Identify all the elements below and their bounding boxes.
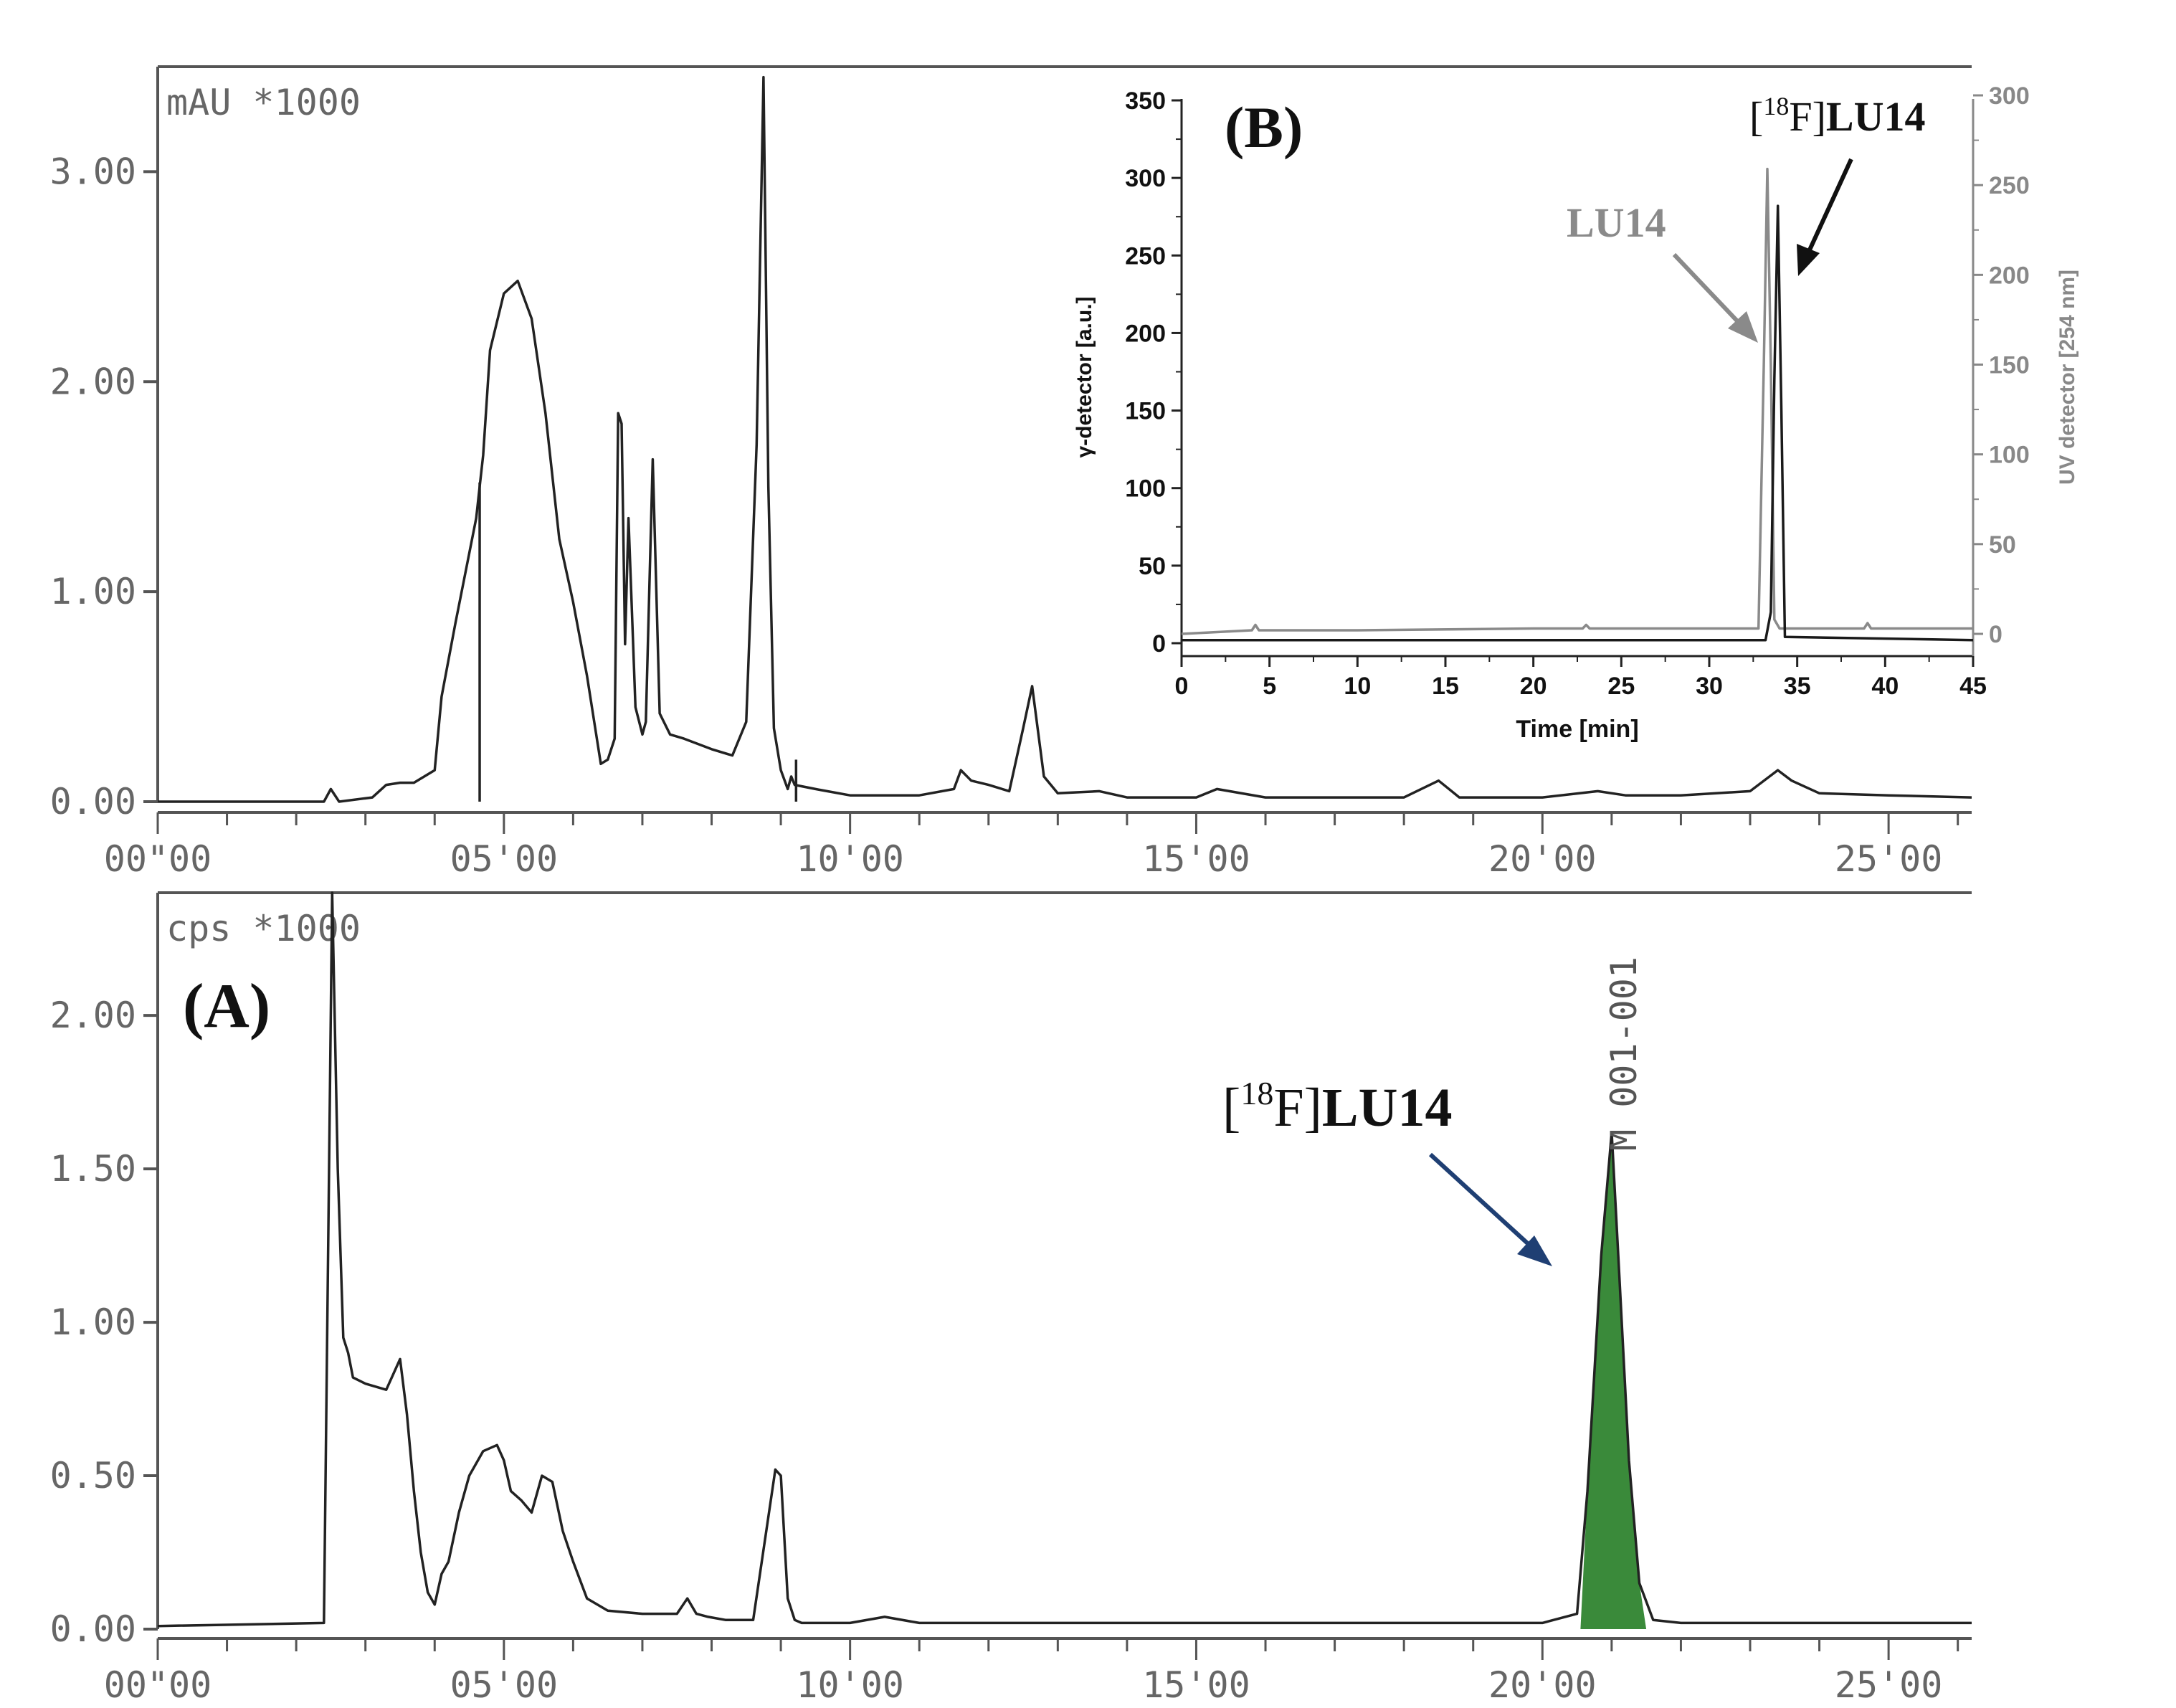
inset-right-tick-label: 100 [1989, 442, 2030, 469]
lu14-uv-annotation: LU14 [1567, 199, 1666, 246]
inset-uv-trace [1181, 167, 1973, 635]
inset-right-tick-label: 50 [1989, 531, 2016, 559]
top-unit-label: mAU *1000 [166, 82, 361, 123]
lu14-b-element: F] [1789, 93, 1826, 140]
inset-right-axis-title: UV detector [254 nm] [2056, 270, 2079, 485]
bottom-x-ticks: 00"00 05'00 10'00 15'00 20'00 25'00 [104, 1638, 1959, 1706]
bottom-unit-label: cps *1000 [166, 908, 361, 949]
inset-background [1048, 79, 2023, 767]
inset-left-tick-label: 50 [1139, 553, 1166, 580]
inset-left-tick-label: 150 [1125, 398, 1166, 425]
inset-right-ticks: 0 50 100 150 200 250 300 [1973, 82, 2030, 648]
lu14-b-bracket: [ [1749, 93, 1763, 140]
top-y-tick-label: 3.00 [50, 151, 136, 192]
bottom-x-tick-label: 00"00 [104, 1664, 212, 1706]
lu14-annotation-a: [18F]LU14 [1222, 1075, 1452, 1138]
inset-left-tick-label: 300 [1125, 165, 1166, 192]
top-x-tick-label: 15'00 [1142, 838, 1250, 880]
lu14-gamma-arrowhead [1797, 244, 1820, 276]
top-y-tick-label: 1.00 [50, 571, 136, 612]
inset-left-ticks: 0 50 100 150 200 250 300 350 [1125, 87, 1182, 658]
top-x-tick-label: 25'00 [1835, 838, 1943, 880]
lu14-peak-fill [1580, 1131, 1647, 1629]
top-x-tick-label: 00"00 [104, 838, 212, 880]
lu14-gamma-annotation: [18F]LU14 [1749, 92, 1925, 140]
top-y-ticks: 0.00 1.00 2.00 3.00 [50, 151, 158, 822]
bottom-y-ticks: 0.00 0.50 1.00 1.50 2.00 [50, 995, 158, 1650]
lu14-b-isotope: 18 [1763, 92, 1789, 120]
bottom-y-tick-label: 2.00 [50, 995, 136, 1036]
inset-right-tick-label: 250 [1989, 172, 2030, 199]
lu14-arrowhead-a [1517, 1235, 1552, 1266]
uv-spike-lines [478, 482, 798, 802]
lu14-b-name: LU14 [1826, 93, 1926, 140]
top-x-ticks: 00"00 05'00 10'00 15'00 20'00 25'00 [104, 812, 1959, 880]
inset-left-tick-label: 200 [1125, 320, 1166, 347]
inset-x-ticks: 0 5 10 15 20 25 30 35 40 45 [1175, 656, 1987, 700]
panel-a-label: (A) [183, 972, 270, 1041]
bottom-x-tick-label: 20'00 [1488, 1664, 1597, 1706]
lu14-a-name: LU14 [1322, 1078, 1453, 1138]
inset-left-tick-label: 0 [1152, 630, 1166, 658]
bottom-y-tick-label: 1.00 [50, 1301, 136, 1343]
lu14-uv-arrow [1672, 252, 1744, 328]
inset-left-tick-label: 100 [1125, 475, 1166, 503]
inset-x-tick-label: 20 [1520, 673, 1547, 700]
bottom-y-tick-label: 1.50 [50, 1148, 136, 1190]
inset-right-tick-label: 0 [1989, 621, 2002, 648]
inset-x-tick-label: 40 [1871, 673, 1899, 700]
top-x-tick-label: 20'00 [1488, 838, 1597, 880]
inset-right-tick-label: 300 [1989, 82, 2030, 110]
top-y-tick-label: 0.00 [50, 781, 136, 822]
lu14-a-isotope: 18 [1240, 1075, 1273, 1111]
inset-left-axis-title: γ-detector [a.u.] [1073, 296, 1096, 457]
lu14-gamma-arrow [1805, 158, 1853, 256]
uv-trace-line [158, 75, 1972, 803]
inset-x-tick-label: 10 [1344, 673, 1371, 700]
inset-left-tick-label: 350 [1125, 87, 1166, 115]
inset-gamma-trace [1182, 204, 1974, 642]
bottom-y-tick-label: 0.50 [50, 1455, 136, 1496]
panel-b-label: (B) [1225, 95, 1303, 160]
inset-x-tick-label: 35 [1784, 673, 1811, 700]
top-x-tick-label: 05'00 [450, 838, 559, 880]
inset-x-tick-label: 25 [1607, 673, 1635, 700]
top-x-tick-label: 10'00 [796, 838, 904, 880]
radio-trace-line [157, 891, 1972, 1628]
bottom-x-tick-label: 25'00 [1835, 1664, 1943, 1706]
inset-x-tick-label: 30 [1696, 673, 1723, 700]
inset-left-tick-label: 250 [1125, 242, 1166, 270]
bottom-x-tick-label: 15'00 [1142, 1664, 1250, 1706]
inset-right-tick-label: 200 [1989, 262, 2030, 289]
inset-x-tick-label: 5 [1263, 673, 1276, 700]
peak-marker-label: M 001-001 [1603, 957, 1645, 1151]
lu14-arrow-a [1428, 1152, 1533, 1248]
lu14-a-element: F] [1273, 1078, 1322, 1138]
top-y-tick-label: 2.00 [50, 361, 136, 402]
lu14-a-bracket: [ [1222, 1078, 1240, 1138]
inset-x-tick-label: 0 [1175, 673, 1189, 700]
radio-chromatogram-panel: 0.00 0.50 1.00 1.50 2.00 00"00 05'00 10'00 15'0… [50, 891, 1972, 1706]
bottom-y-tick-label: 0.00 [50, 1608, 136, 1650]
lu14-uv-arrowhead [1728, 311, 1758, 343]
inset-right-tick-label: 150 [1989, 352, 2030, 379]
inset-x-axis-title: Time [min] [1516, 716, 1638, 743]
bottom-x-tick-label: 10'00 [796, 1664, 904, 1706]
uv-chromatogram-panel: 0.00 1.00 2.00 3.00 00"00 05'00 10'00 15'00 20'… [50, 65, 1972, 880]
inset-x-tick-label: 15 [1432, 673, 1459, 700]
inset-x-tick-label: 45 [1959, 673, 1987, 700]
bottom-x-tick-label: 05'00 [450, 1664, 559, 1706]
